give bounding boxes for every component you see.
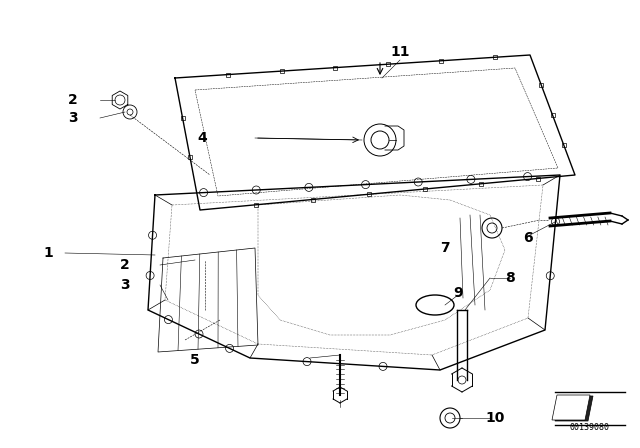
Text: 00139080: 00139080 bbox=[570, 423, 610, 432]
Text: 2: 2 bbox=[68, 93, 78, 107]
Bar bbox=[540, 83, 543, 87]
Text: 6: 6 bbox=[523, 231, 533, 245]
Bar bbox=[188, 155, 192, 159]
Text: 5: 5 bbox=[190, 353, 200, 367]
Bar bbox=[536, 177, 540, 181]
Text: 10: 10 bbox=[485, 411, 505, 425]
Polygon shape bbox=[552, 395, 590, 420]
Bar bbox=[180, 116, 184, 120]
Text: 11: 11 bbox=[390, 45, 410, 59]
Bar bbox=[386, 62, 390, 66]
Bar bbox=[439, 59, 444, 63]
Bar bbox=[310, 198, 314, 202]
Bar bbox=[280, 69, 284, 73]
Text: 1: 1 bbox=[43, 246, 53, 260]
Text: 3: 3 bbox=[68, 111, 78, 125]
Bar bbox=[550, 113, 554, 117]
Text: 9: 9 bbox=[453, 286, 463, 300]
Bar bbox=[367, 192, 371, 196]
Bar bbox=[479, 182, 483, 186]
Text: 4: 4 bbox=[197, 131, 207, 145]
Text: 8: 8 bbox=[505, 271, 515, 285]
Bar bbox=[254, 203, 259, 207]
Bar bbox=[423, 187, 427, 191]
Bar bbox=[562, 143, 566, 147]
Text: 2: 2 bbox=[120, 258, 130, 272]
Bar bbox=[493, 55, 497, 59]
Text: 3: 3 bbox=[120, 278, 130, 292]
Bar bbox=[333, 66, 337, 69]
Bar bbox=[227, 73, 230, 77]
Text: 7: 7 bbox=[440, 241, 450, 255]
Polygon shape bbox=[555, 396, 593, 421]
